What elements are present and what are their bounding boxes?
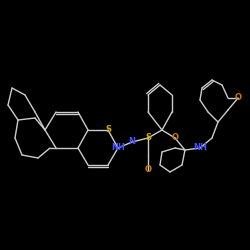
Text: NH: NH bbox=[111, 144, 125, 152]
Text: O: O bbox=[144, 166, 152, 174]
Text: S: S bbox=[105, 126, 111, 134]
Text: S: S bbox=[145, 134, 151, 142]
Text: N: N bbox=[128, 138, 136, 146]
Text: O: O bbox=[234, 94, 242, 102]
Text: NH: NH bbox=[193, 144, 207, 152]
Text: O: O bbox=[172, 134, 178, 142]
